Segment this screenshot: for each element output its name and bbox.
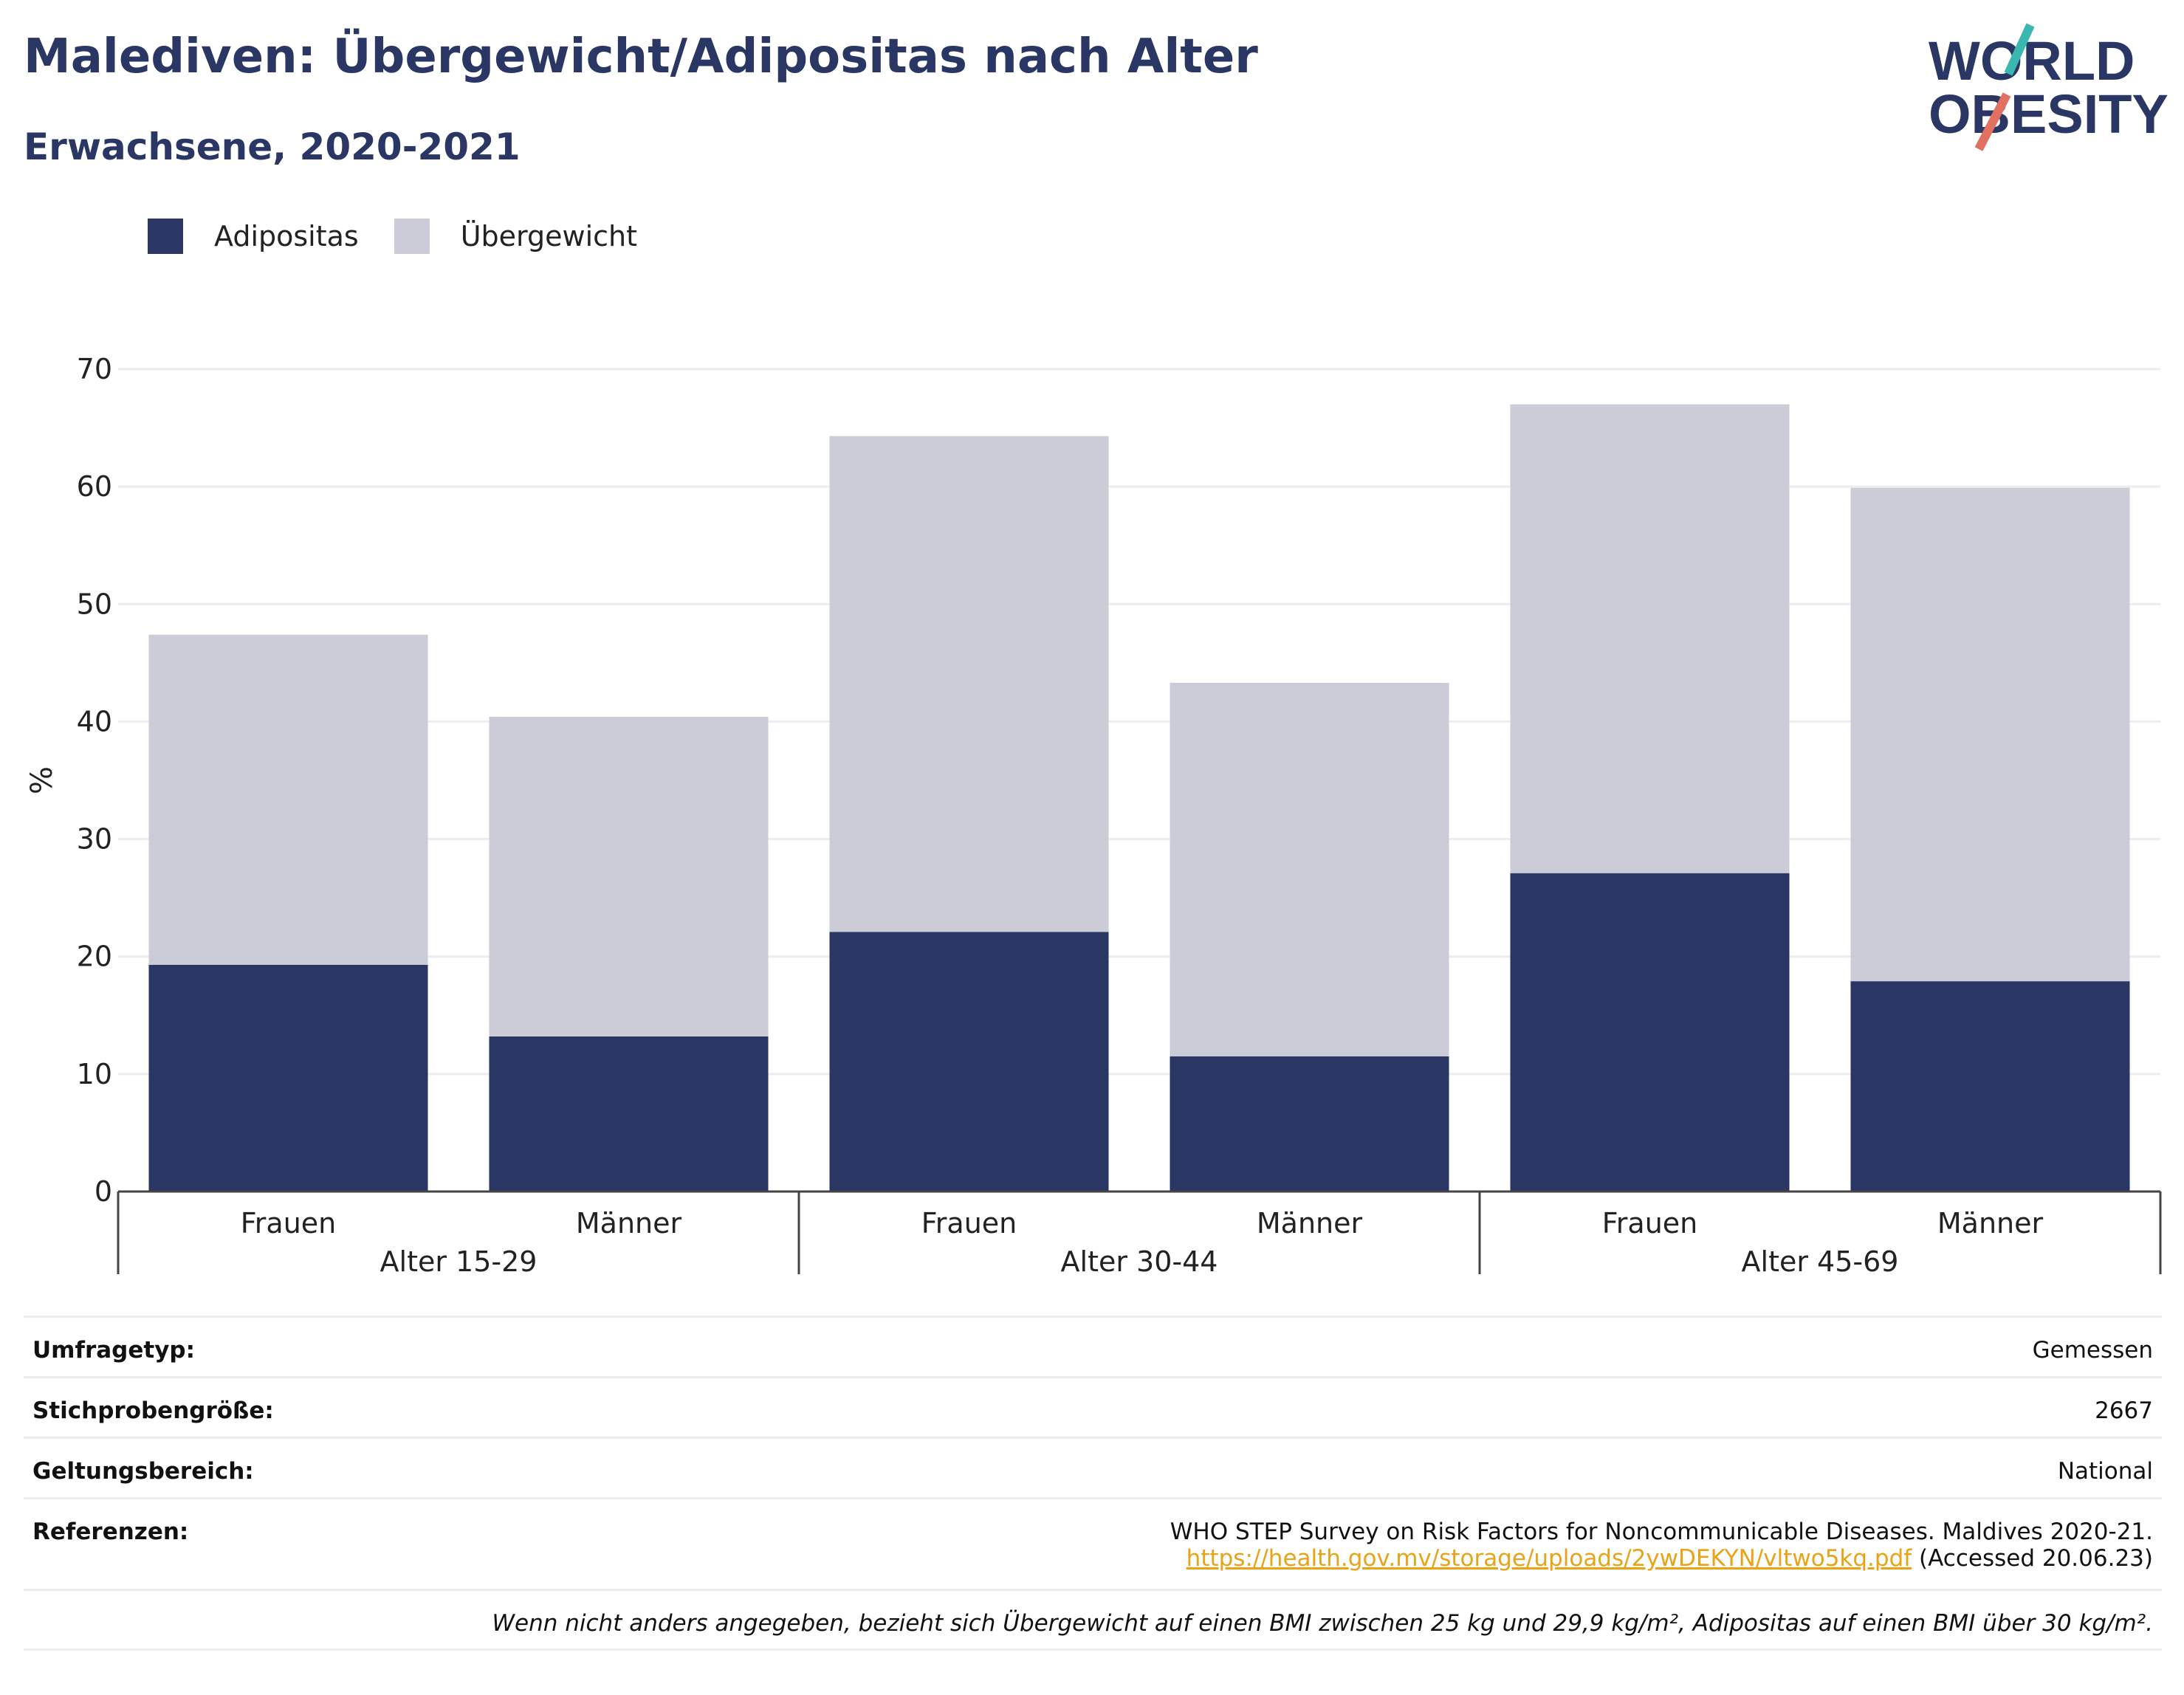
- info-row-references: Referenzen: WHO STEP Survey on Risk Fact…: [24, 1497, 2162, 1589]
- legend-swatch-uebergewicht: [394, 219, 430, 254]
- group-label: Alter 45-69: [1742, 1245, 1899, 1278]
- reference-link[interactable]: https://health.gov.mv/storage/uploads/2y…: [1186, 1545, 1912, 1572]
- info-table: Umfragetyp: Gemessen Stichprobengröße: 2…: [24, 1316, 2162, 1651]
- info-row-sample-size: Stichprobengröße: 2667: [24, 1376, 2162, 1437]
- bar-adipositas: [1850, 981, 2130, 1192]
- chart-subtitle: Erwachsene, 2020-2021: [24, 126, 521, 168]
- references-value: WHO STEP Survey on Risk Factors for Nonc…: [1170, 1519, 2153, 1572]
- world-obesity-logo: WORLD OBESITY: [1929, 23, 2168, 151]
- scope-label: Geltungsbereich:: [32, 1458, 254, 1485]
- bar-uebergewicht: [489, 717, 769, 1036]
- chart-title: Malediven: Übergewicht/Adipositas nach A…: [24, 30, 1258, 84]
- x-tick-label: Männer: [1937, 1207, 2044, 1240]
- bar-adipositas: [829, 932, 1109, 1192]
- footnote: Wenn nicht anders angegeben, bezieht sic…: [492, 1610, 2153, 1637]
- bar-uebergewicht: [1510, 404, 1790, 873]
- group-label: Alter 15-29: [380, 1245, 538, 1278]
- info-row-footnote: Wenn nicht anders angegeben, bezieht sic…: [24, 1589, 2162, 1651]
- sample-size-value: 2667: [2095, 1397, 2153, 1424]
- legend-swatch-adipositas: [148, 219, 183, 254]
- bar-uebergewicht: [829, 436, 1109, 932]
- logo-slash-coral: [1974, 92, 2011, 151]
- chart-legend: Adipositas Übergewicht: [148, 219, 673, 254]
- x-tick-label: Frauen: [241, 1207, 337, 1240]
- bar-adipositas: [489, 1036, 769, 1192]
- bar-adipositas: [1510, 873, 1790, 1192]
- x-tick-label: Männer: [576, 1207, 682, 1240]
- y-tick-label: 10: [77, 1058, 112, 1090]
- legend-item-uebergewicht: Übergewicht: [394, 219, 637, 254]
- bar-uebergewicht: [1850, 487, 2130, 982]
- scope-value: National: [2057, 1458, 2153, 1485]
- bar-uebergewicht: [1170, 682, 1449, 1056]
- logo-word-1: WORLD: [1929, 30, 2135, 92]
- survey-type-value: Gemessen: [2032, 1337, 2153, 1364]
- y-tick-label: 30: [77, 823, 112, 856]
- legend-label-uebergewicht: Übergewicht: [460, 220, 637, 252]
- survey-type-label: Umfragetyp:: [32, 1337, 195, 1364]
- y-axis-label: %: [25, 766, 59, 794]
- y-tick-label: 0: [95, 1175, 112, 1208]
- legend-item-adipositas: Adipositas: [148, 219, 359, 254]
- x-tick-label: Frauen: [921, 1207, 1017, 1240]
- group-label: Alter 30-44: [1061, 1245, 1218, 1278]
- reference-text: WHO STEP Survey on Risk Factors for Nonc…: [1170, 1519, 2153, 1545]
- info-row-scope: Geltungsbereich: National: [24, 1437, 2162, 1497]
- logo-slash-teal: [2004, 23, 2035, 76]
- legend-label-adipositas: Adipositas: [214, 220, 359, 252]
- logo-word-2: OBESITY: [1929, 83, 2168, 145]
- y-tick-label: 70: [77, 353, 112, 385]
- bar-adipositas: [148, 964, 428, 1192]
- bar-adipositas: [1170, 1056, 1449, 1192]
- y-tick-label: 40: [77, 705, 112, 738]
- references-label: Referenzen:: [32, 1519, 189, 1545]
- bar-chart: 0 10 20 30 40 50 60 70% Frauen Männer Frauen Männer…: [25, 353, 2162, 1278]
- y-tick-label: 20: [77, 941, 112, 973]
- reference-accessed: (Accessed 20.06.23): [1919, 1545, 2153, 1572]
- y-tick-label: 60: [77, 470, 112, 503]
- info-row-survey-type: Umfragetyp: Gemessen: [24, 1316, 2162, 1376]
- bar-uebergewicht: [148, 634, 428, 965]
- x-tick-label: Frauen: [1602, 1207, 1698, 1240]
- y-tick-label: 50: [77, 588, 112, 620]
- sample-size-label: Stichprobengröße:: [32, 1397, 274, 1424]
- x-tick-label: Männer: [1257, 1207, 1363, 1240]
